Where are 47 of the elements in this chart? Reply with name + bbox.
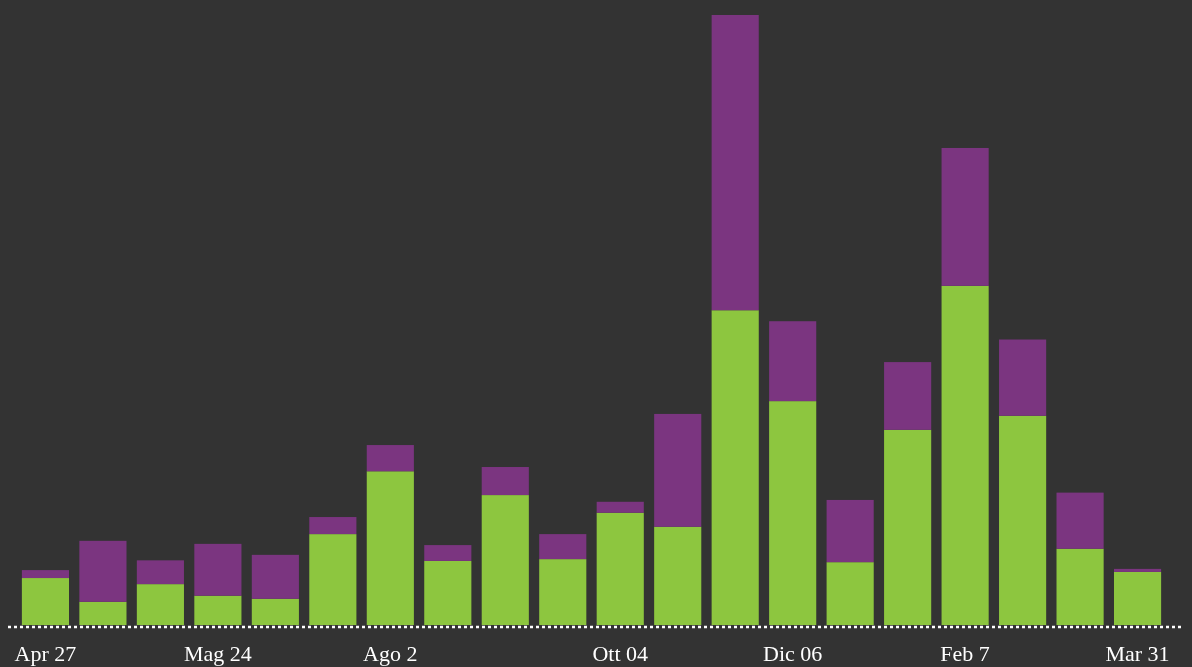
bar [1113, 568, 1162, 572]
bar [309, 517, 357, 535]
bar [596, 512, 644, 625]
bar [769, 321, 817, 402]
bar [1056, 492, 1104, 549]
bar [826, 562, 874, 625]
bar [539, 559, 587, 625]
bar [884, 362, 932, 430]
x-tick-label: Mar 31 [1105, 641, 1170, 666]
bar [596, 501, 644, 513]
bar [884, 429, 932, 625]
bar [654, 413, 702, 527]
bar [539, 534, 587, 560]
bar [999, 415, 1047, 625]
bar [826, 499, 874, 563]
bar [251, 554, 299, 599]
bar [366, 471, 414, 625]
bar [1113, 571, 1162, 625]
bar [1056, 548, 1104, 625]
bar [769, 401, 817, 625]
bar [366, 445, 414, 472]
bar [481, 467, 529, 496]
bar [711, 310, 759, 625]
bar [941, 147, 989, 286]
x-tick-label: Ott 04 [592, 641, 649, 666]
bar [251, 598, 299, 625]
bar [21, 570, 70, 579]
bar [79, 601, 127, 625]
bar [424, 545, 472, 561]
bar [21, 578, 70, 625]
bar [136, 584, 184, 625]
bar [654, 526, 702, 625]
x-tick-label: Dic 06 [763, 641, 823, 666]
bar [194, 543, 242, 596]
bar [999, 339, 1047, 416]
bar [309, 534, 357, 625]
x-tick-label: Feb 7 [940, 641, 990, 666]
bar [941, 285, 989, 625]
bar [79, 540, 127, 602]
bar [481, 495, 529, 625]
x-tick-label: Apr 27 [14, 641, 77, 666]
x-tick-label: Mag 24 [183, 641, 252, 666]
x-tick-label: Ago 2 [363, 641, 418, 666]
bar [136, 560, 184, 585]
bar [424, 560, 472, 625]
bar [194, 595, 242, 625]
bar [711, 15, 759, 311]
